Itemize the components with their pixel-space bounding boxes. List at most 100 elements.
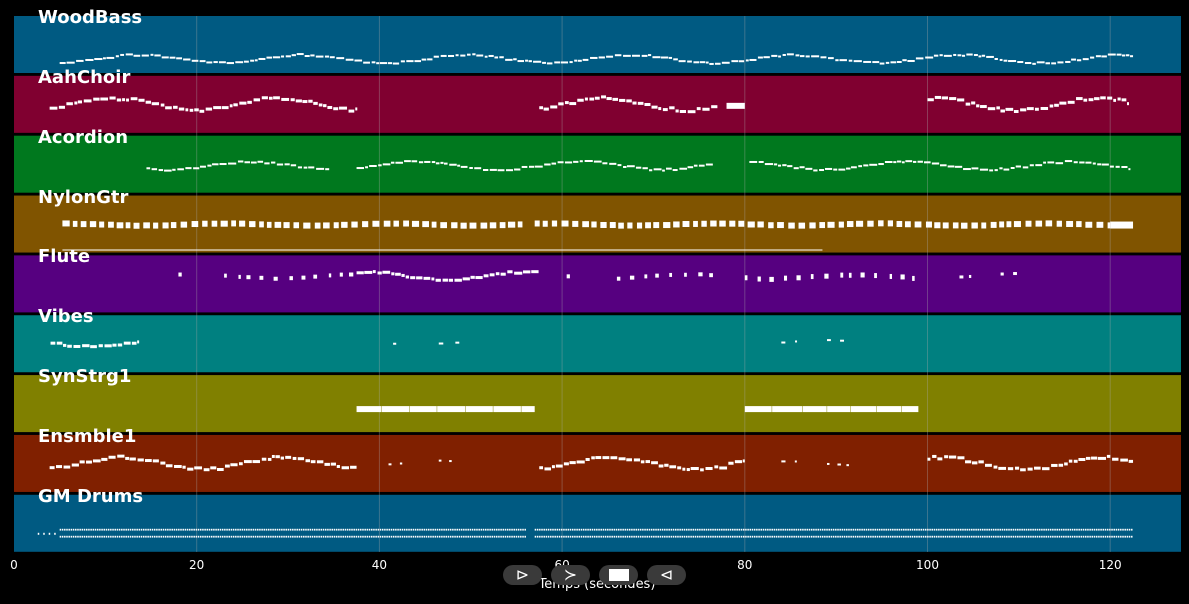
track-band — [14, 494, 1181, 552]
note — [294, 528, 296, 531]
note — [125, 456, 130, 460]
note — [971, 222, 978, 229]
note — [169, 56, 176, 59]
note — [379, 62, 388, 65]
note — [879, 62, 885, 65]
note — [93, 97, 100, 101]
note — [1113, 528, 1115, 531]
note — [856, 535, 859, 538]
note — [602, 528, 605, 531]
note — [156, 528, 158, 531]
note — [1055, 162, 1064, 165]
note — [668, 535, 670, 538]
note — [1013, 110, 1019, 114]
note — [248, 528, 250, 531]
note — [1043, 161, 1047, 164]
note — [149, 535, 152, 538]
note — [116, 98, 122, 102]
note — [443, 535, 445, 538]
note — [431, 161, 436, 164]
note — [1076, 528, 1078, 531]
note — [876, 406, 902, 413]
note — [186, 535, 189, 538]
note — [287, 535, 290, 538]
note — [688, 528, 690, 531]
note — [466, 53, 471, 56]
note — [749, 58, 757, 61]
note — [633, 528, 635, 531]
fast-forward-button[interactable]: ≻ — [551, 565, 590, 585]
note — [297, 166, 303, 169]
note — [1085, 161, 1092, 164]
note — [410, 276, 416, 280]
note — [142, 528, 145, 531]
note — [990, 221, 997, 228]
note — [243, 460, 252, 464]
note — [793, 167, 799, 170]
note — [858, 165, 863, 168]
note — [784, 528, 787, 531]
note — [539, 528, 541, 531]
note — [576, 460, 585, 464]
play-button[interactable]: ⊳ — [503, 565, 542, 585]
note — [962, 535, 964, 538]
note — [370, 528, 373, 531]
note — [498, 535, 500, 538]
note — [850, 535, 852, 538]
note — [979, 528, 982, 531]
note — [1059, 101, 1067, 105]
note — [609, 162, 617, 165]
note — [1025, 535, 1028, 538]
note — [830, 528, 833, 531]
note — [266, 221, 272, 228]
note — [795, 528, 798, 531]
note — [1104, 528, 1107, 531]
note — [90, 528, 92, 531]
note — [1014, 535, 1017, 538]
note — [931, 535, 934, 538]
note — [935, 528, 938, 531]
rewind-button[interactable]: ⊲ — [647, 565, 686, 585]
note — [116, 222, 124, 229]
note — [1063, 535, 1065, 538]
note — [165, 106, 172, 110]
note — [433, 55, 439, 58]
note — [892, 535, 894, 538]
note — [619, 98, 626, 102]
note — [440, 161, 444, 164]
note — [846, 167, 851, 170]
note — [238, 274, 241, 279]
note — [357, 535, 360, 538]
note — [1007, 467, 1014, 471]
note — [254, 59, 258, 62]
note — [1090, 56, 1095, 59]
note — [520, 528, 522, 531]
note — [797, 528, 800, 531]
note — [351, 528, 353, 531]
note — [487, 535, 489, 538]
note — [85, 58, 94, 61]
note — [883, 528, 885, 531]
note — [554, 61, 561, 64]
note — [944, 455, 949, 459]
note — [169, 528, 171, 531]
note — [681, 535, 684, 538]
note — [806, 528, 809, 531]
note — [172, 168, 176, 171]
note — [1095, 528, 1098, 531]
note — [243, 535, 246, 538]
note — [850, 528, 852, 531]
stop-button[interactable] — [599, 565, 638, 585]
note — [642, 528, 644, 531]
note — [96, 528, 99, 531]
note — [791, 528, 793, 531]
note — [341, 466, 350, 470]
note — [142, 535, 145, 538]
note — [327, 105, 333, 109]
note — [406, 535, 408, 538]
note — [99, 535, 101, 538]
note — [355, 528, 358, 531]
note — [274, 221, 282, 228]
note — [696, 107, 701, 111]
note — [907, 59, 915, 62]
